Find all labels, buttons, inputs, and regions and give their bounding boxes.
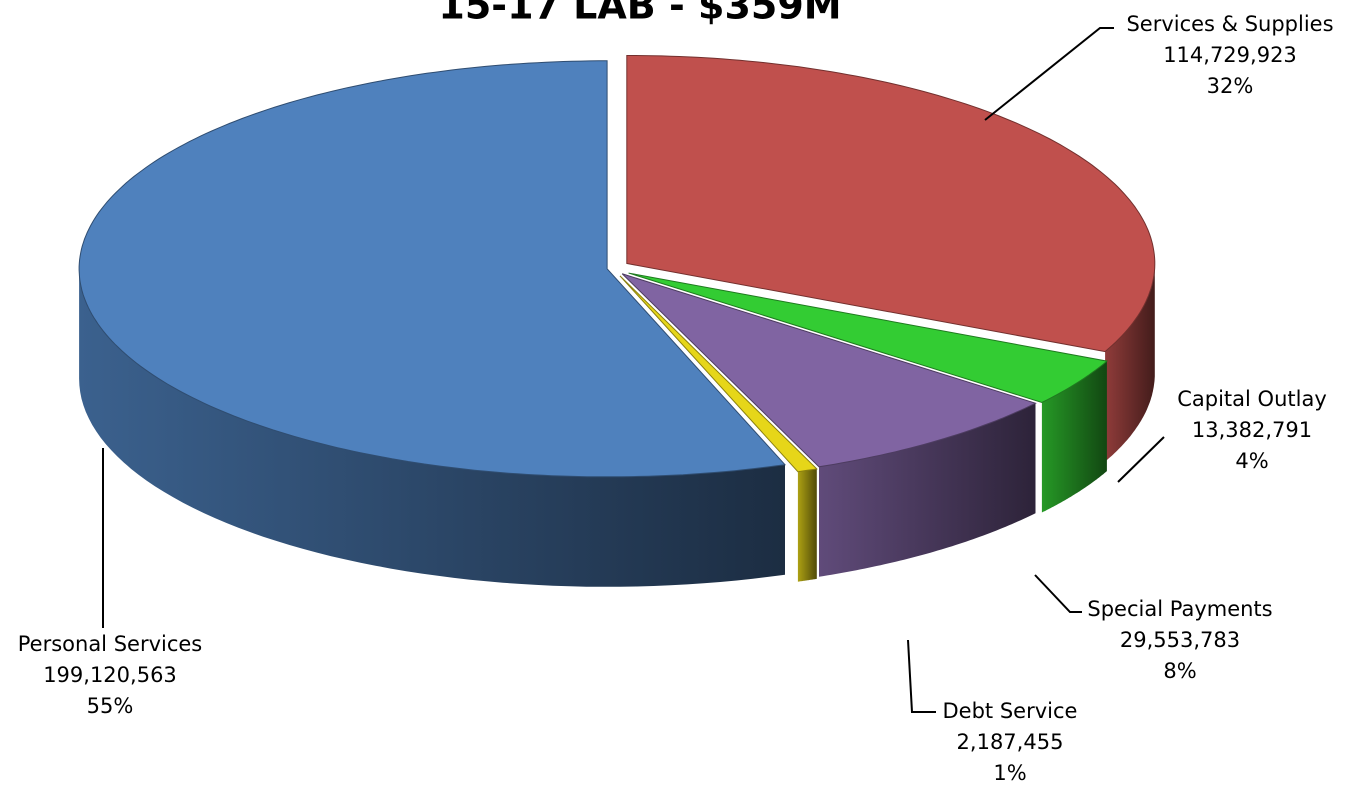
percent-label: 55%: [87, 694, 134, 718]
category-label: Services & Supplies: [1126, 12, 1333, 36]
chart-title: 15-17 LAB - $359M: [438, 0, 841, 28]
slice: [619, 275, 818, 473]
slice: [621, 273, 1037, 468]
value-label: 199,120,563: [43, 663, 177, 687]
leader-line: [1034, 574, 1082, 613]
tops: [78, 55, 1156, 478]
slice-side: [797, 468, 817, 582]
category-label: Special Payments: [1087, 597, 1272, 621]
walls: [79, 263, 1155, 587]
leader-line: [1117, 436, 1165, 483]
percent-label: 4%: [1235, 449, 1268, 473]
value-label: 114,729,923: [1163, 43, 1297, 67]
category-label: Capital Outlay: [1177, 387, 1327, 411]
slice-side: [1105, 263, 1155, 462]
value-label: 13,382,791: [1192, 418, 1312, 442]
value-label: 2,187,455: [957, 730, 1064, 754]
category-label: Debt Service: [943, 699, 1078, 723]
slice: [628, 272, 1109, 404]
category-label: Personal Services: [18, 632, 203, 656]
percent-label: 8%: [1163, 659, 1196, 683]
slice-side: [819, 403, 1036, 577]
slice: [626, 55, 1156, 353]
slice-side: [79, 268, 786, 587]
slice: [78, 60, 787, 478]
leader-line: [907, 639, 936, 713]
value-label: 29,553,783: [1120, 628, 1240, 652]
percent-label: 1%: [993, 761, 1026, 785]
slice-side: [1041, 361, 1107, 513]
percent-label: 32%: [1207, 74, 1254, 98]
leader-line: [984, 27, 1114, 121]
